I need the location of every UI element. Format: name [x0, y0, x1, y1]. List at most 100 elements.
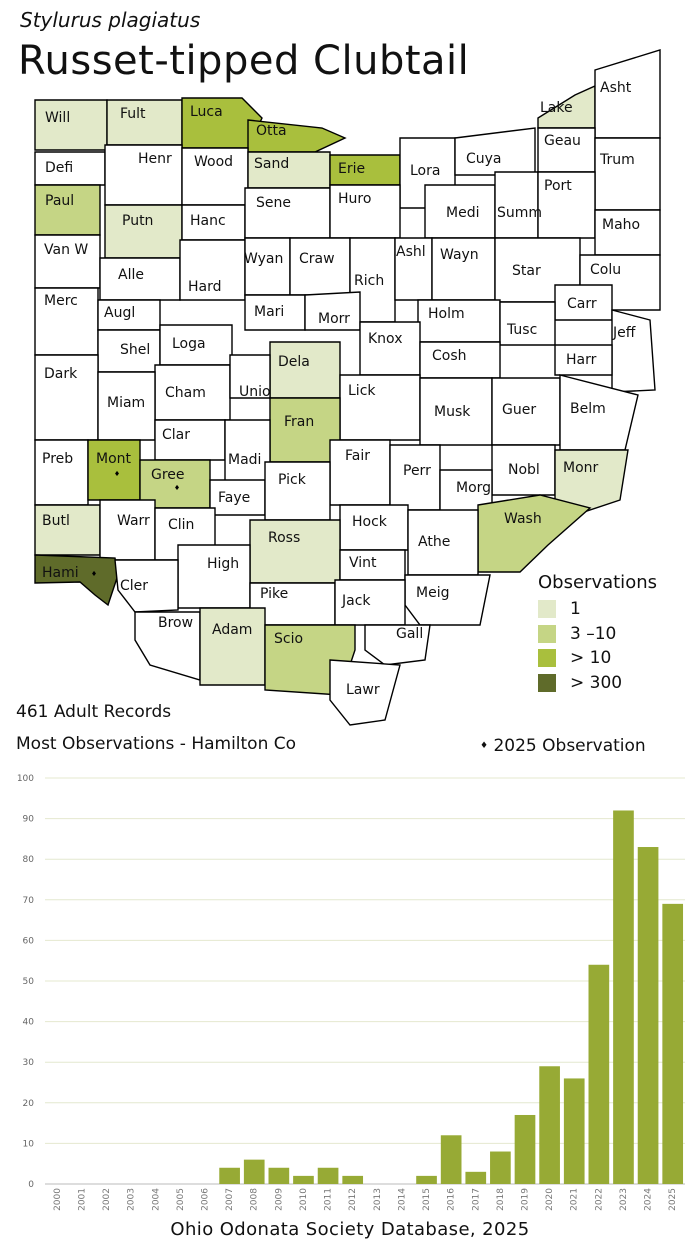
- county-label: Craw: [299, 251, 335, 267]
- county-label: Colu: [590, 262, 621, 278]
- county-label: Fult: [120, 106, 146, 122]
- county-label: Cler: [120, 578, 148, 594]
- x-tick-label: 2024: [644, 1188, 654, 1211]
- county-label: Mont: [96, 451, 132, 467]
- bar-2020: [539, 1066, 560, 1184]
- legend-swatch: [538, 600, 556, 619]
- county-label: Gree: [151, 467, 185, 483]
- marker-legend: ♦ 2025 Observation: [480, 736, 646, 756]
- bar-2022: [588, 964, 610, 1184]
- legend-title: Observations: [538, 572, 657, 593]
- county-brow: [134, 611, 201, 681]
- county-label: Monr: [563, 460, 599, 476]
- county-label: Lora: [410, 163, 440, 179]
- county-label: Hanc: [190, 213, 226, 229]
- bar-2015: [416, 1175, 437, 1184]
- legend-item-3-10: 3 –10: [538, 622, 657, 647]
- x-tick-label: 2002: [102, 1188, 112, 1211]
- y-tick-label: 10: [23, 1139, 35, 1149]
- county-label: Faye: [218, 490, 250, 506]
- legend-label: 1: [570, 599, 581, 620]
- bar-2023: [613, 810, 634, 1184]
- county-label: Belm: [570, 401, 606, 417]
- county-label: Nobl: [508, 462, 540, 478]
- county-label: Knox: [368, 331, 402, 347]
- x-tick-label: 2025: [668, 1188, 678, 1211]
- species-name: Stylurus plagiatus: [20, 8, 201, 32]
- county-label: Miam: [107, 395, 145, 411]
- x-tick-label: 2010: [299, 1188, 309, 1211]
- county-gall: [364, 624, 431, 666]
- county-label: Ross: [268, 530, 300, 546]
- county-label: Meig: [416, 585, 449, 601]
- bar-2016: [440, 1135, 462, 1184]
- county-preb: [34, 439, 89, 506]
- legend-swatch: [538, 649, 556, 668]
- county-label: Harr: [566, 352, 597, 368]
- county-label: Henr: [138, 151, 172, 167]
- x-tick-label: 2011: [324, 1188, 334, 1211]
- y-tick-label: 60: [23, 936, 35, 946]
- legend-label: > 10: [570, 648, 612, 669]
- county-label: Fair: [345, 448, 370, 464]
- county-jeff: [611, 309, 656, 393]
- bar-2019: [514, 1114, 536, 1184]
- county-label: Lick: [348, 383, 376, 399]
- bar-2010: [293, 1175, 314, 1184]
- x-tick-label: 2001: [77, 1188, 87, 1211]
- county-label: Wash: [504, 511, 542, 527]
- county-label: Unio: [239, 384, 271, 400]
- county-monr: [554, 449, 629, 516]
- x-tick-label: 2020: [545, 1188, 555, 1211]
- legend-swatch: [538, 673, 556, 692]
- county-label: Summ: [497, 205, 542, 221]
- county-label: Gall: [396, 626, 423, 642]
- county-label: Shel: [120, 342, 150, 358]
- county-pick: [264, 461, 331, 521]
- bar-2025: [662, 903, 684, 1184]
- county-dela: [269, 341, 341, 399]
- county-label: Trum: [599, 152, 635, 168]
- county-label: Will: [45, 110, 70, 126]
- y-tick-label: 50: [23, 977, 35, 987]
- bar-2011: [317, 1167, 339, 1184]
- y-tick-label: 70: [23, 896, 35, 906]
- county-label: High: [207, 556, 239, 572]
- county-label: Sand: [254, 156, 289, 172]
- y-tick-label: 20: [23, 1099, 35, 1109]
- county-label: Port: [544, 178, 572, 194]
- county-label: Clar: [162, 427, 190, 443]
- bar-2017: [465, 1171, 487, 1184]
- x-tick-label: 2017: [471, 1188, 481, 1211]
- legend-label: 3 –10: [570, 623, 617, 644]
- county-label: Luca: [190, 104, 223, 120]
- county-otta: [247, 119, 347, 153]
- county-label: Hami: [42, 565, 79, 581]
- x-tick-label: 2007: [225, 1188, 235, 1211]
- county-label: Loga: [172, 336, 206, 352]
- county-label: Athe: [418, 534, 450, 550]
- county-wash: [477, 494, 592, 573]
- county-warr: [99, 499, 156, 561]
- legend-item-1: 1: [538, 597, 657, 622]
- most-observations-note: Most Observations - Hamilton Co: [16, 734, 297, 754]
- county-high: [177, 544, 251, 609]
- county-label: Wyan: [244, 251, 283, 267]
- y-tick-label: 100: [17, 774, 34, 784]
- x-tick-label: 2013: [373, 1188, 383, 1211]
- bar-2007: [219, 1167, 240, 1184]
- marker-legend-label: 2025 Observation: [493, 736, 646, 756]
- county-label: Carr: [567, 296, 597, 312]
- county-label: Preb: [42, 451, 73, 467]
- county-label: Hock: [352, 514, 388, 530]
- county-cler: [114, 559, 179, 613]
- county-label: Merc: [44, 293, 78, 309]
- county-label: Lawr: [346, 682, 380, 698]
- county-knox: [359, 321, 421, 376]
- x-tick-label: 2014: [397, 1188, 407, 1211]
- county-label: Hard: [188, 279, 222, 295]
- county-label: Adam: [212, 622, 252, 638]
- county-label: Alle: [118, 267, 144, 283]
- x-tick-label: 2021: [570, 1188, 580, 1211]
- county-harr: [554, 344, 613, 376]
